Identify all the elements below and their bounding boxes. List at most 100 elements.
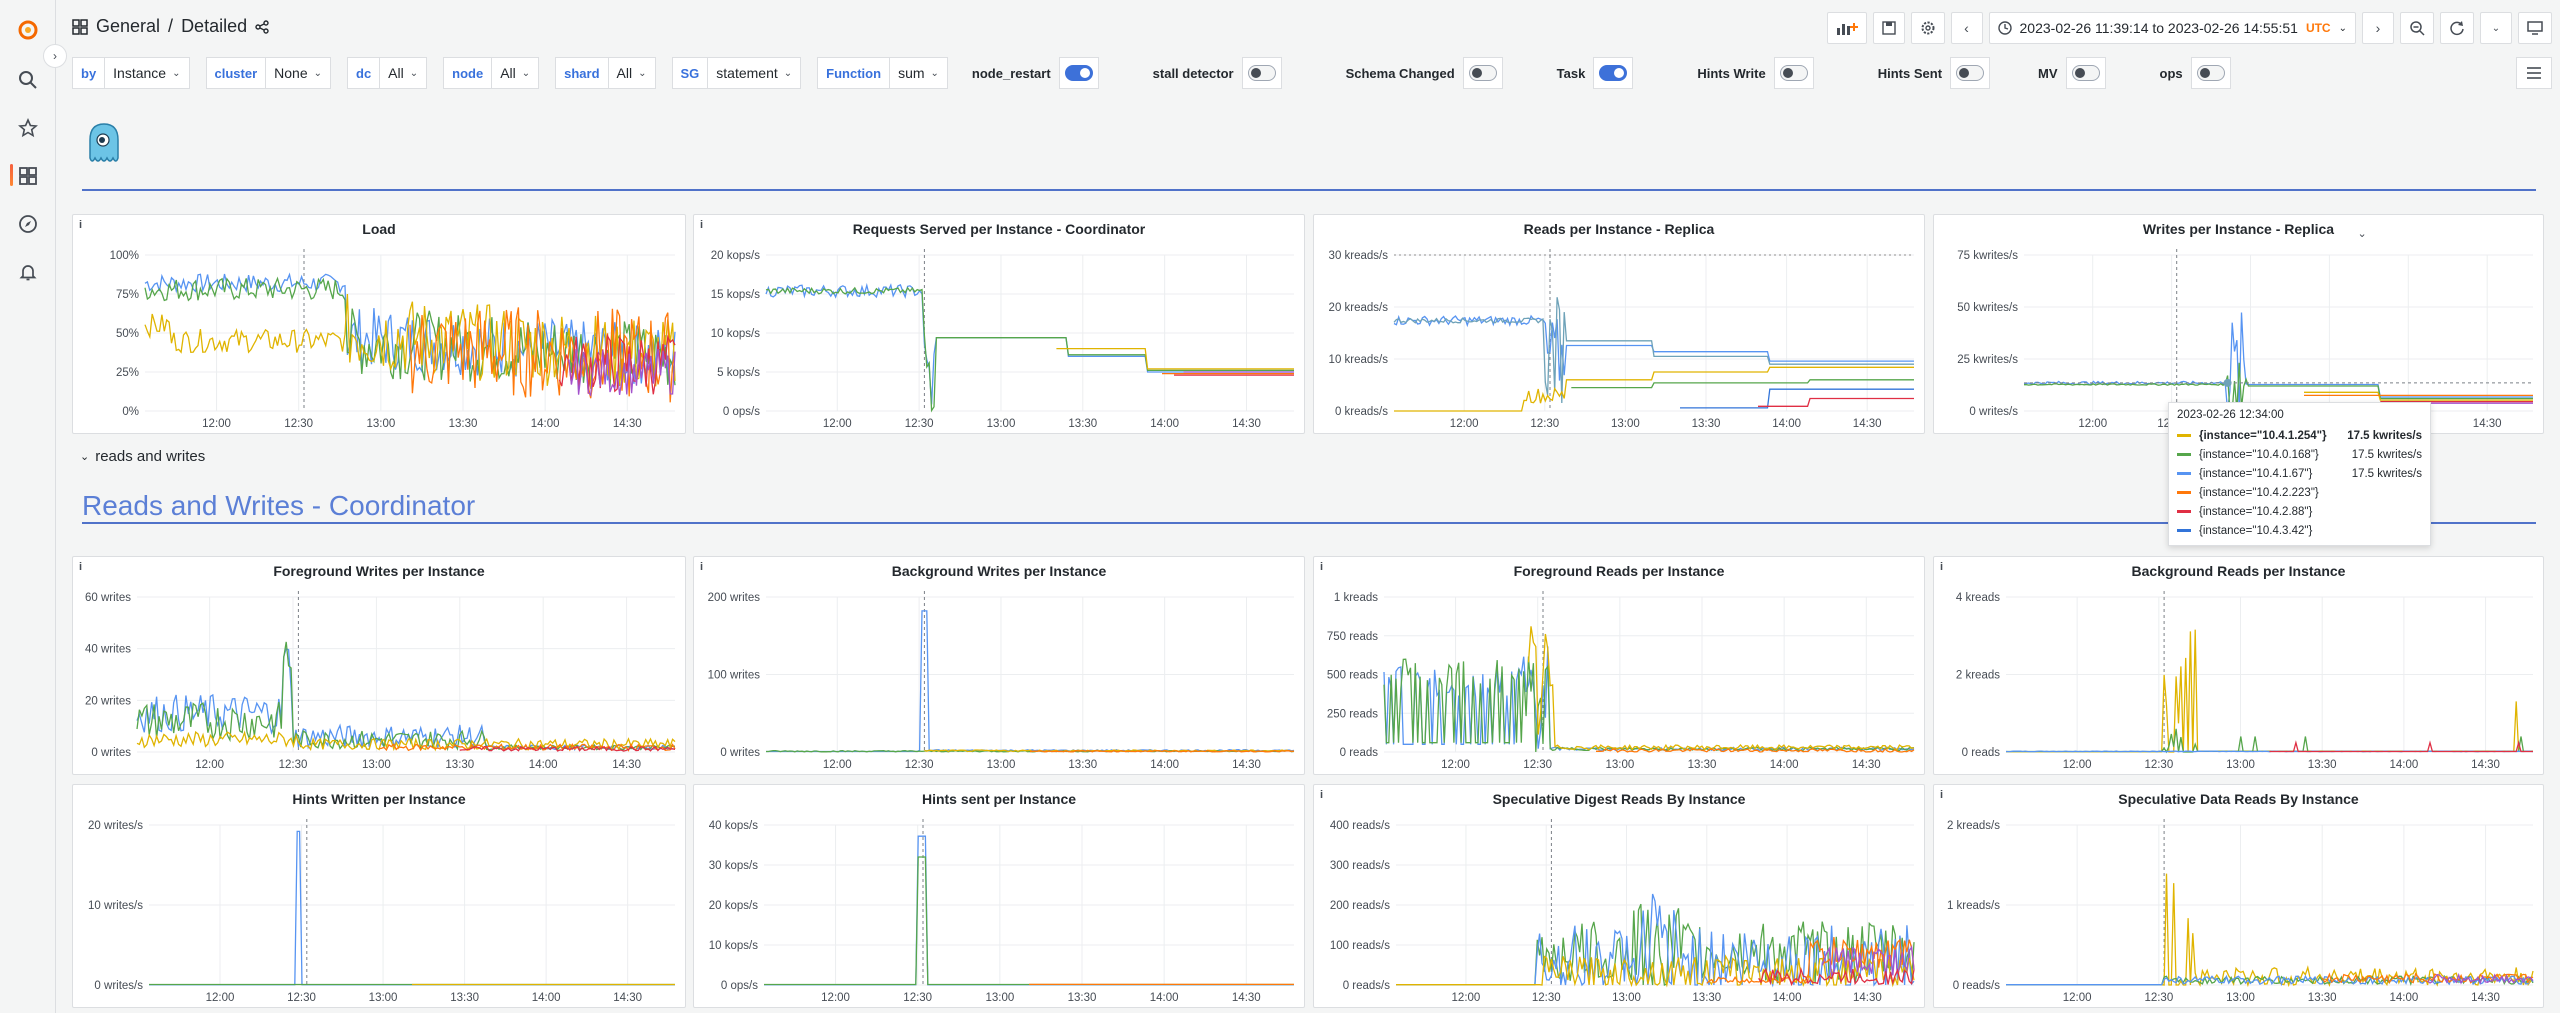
series-color-swatch [2177,491,2191,494]
x-tick-label: 13:30 [1068,992,1097,1004]
panel-graph[interactable]: 40 kops/s 30 kops/s 20 kops/s 10 kops/s 0 op… [694,785,1306,1009]
refresh-interval-dropdown[interactable]: ⌄ [2480,12,2512,44]
variable-label: cluster [205,57,266,89]
series-line [1394,366,1914,412]
variable-sg: SG statement ⌄ [671,57,802,89]
panel-title[interactable]: Background Reads per Instance [2131,563,2346,579]
y-tick-label: 0 writes [720,747,760,759]
settings-button[interactable] [1910,12,1945,44]
toggle-switch[interactable] [1779,65,1808,81]
y-tick-label: 5 kops/s [717,367,760,379]
tooltip-series-row: {instance="10.4.2.88"} [2177,502,2422,521]
share-icon[interactable] [255,19,269,34]
chevron-down-icon: ⌄ [638,67,647,79]
panel-info-icon[interactable]: i [1320,561,1324,573]
y-tick-label: 400 reads/s [1330,820,1390,832]
panel-title[interactable]: Foreground Reads per Instance [1513,563,1725,579]
variable-select[interactable]: Instance ⌄ [104,57,190,89]
panel-info-icon[interactable]: i [1940,561,1944,573]
toggle-switch[interactable] [1599,65,1628,81]
toggle-switch[interactable] [1064,65,1093,81]
variable-select[interactable]: statement ⌄ [707,57,802,89]
panel-title[interactable]: Load [362,221,396,237]
panel-graph[interactable]: 30 kreads/s 20 kreads/s 10 kreads/s 0 kread… [1314,215,1926,435]
dashboards-icon[interactable] [14,162,42,190]
panel-title[interactable]: Writes per Instance - Replica [2142,221,2335,237]
add-panel-button[interactable] [1826,12,1867,44]
x-tick-label: 12:30 [279,759,308,771]
row-header-reads-and-writes[interactable]: ⌄ reads and writes [80,448,205,465]
expand-nav-chevron-icon[interactable]: › [43,44,67,68]
active-indicator [10,164,13,186]
panel-info-icon[interactable]: i [1320,789,1324,801]
toggle-switch[interactable] [2071,65,2100,81]
panel-bg-reads[interactable]: i Background Reads per Instance 4 kreads 2 … [1933,556,2544,775]
time-shift-back-button[interactable]: ‹ [1950,12,1983,44]
panel-graph[interactable]: 2 kreads/s 1 kreads/s 0 reads/s 12:00 12:30 1… [1934,785,2545,1009]
variable-cluster: cluster None ⌄ [205,57,331,89]
starred-icon[interactable] [14,114,42,142]
time-shift-forward-button[interactable]: › [2362,12,2394,44]
toggle-switch[interactable] [1468,65,1497,81]
toggle-switch[interactable] [1247,65,1276,81]
panel-title[interactable]: Speculative Digest Reads By Instance [1492,791,1746,807]
panel-title[interactable]: Hints Written per Instance [292,791,466,807]
variable-select[interactable]: sum ⌄ [889,57,948,89]
variable-select[interactable]: All ⌄ [379,57,428,89]
tv-mode-button[interactable] [2518,12,2552,44]
variable-select[interactable]: All ⌄ [491,57,540,89]
panel-info-icon[interactable]: i [700,561,704,573]
dashboard-menu-button[interactable] [2516,57,2552,89]
panel-graph[interactable]: 60 writes 40 writes 20 writes 0 writes 12:00… [73,557,687,776]
panel-graph[interactable]: 100% 75% 50% 25% 0% 12:00 12:30 13:00 13:30 14:00… [73,215,687,435]
y-tick-label: 0 reads/s [1953,980,2001,992]
panel-info-icon[interactable]: i [700,219,704,231]
time-range-picker[interactable]: 2023-02-26 11:39:14 to 2023-02-26 14:55:… [1988,12,2356,44]
panel-title[interactable]: Reads per Instance - Replica [1523,221,1715,237]
grafana-logo-icon[interactable] [14,16,42,44]
toggle-switch[interactable] [2196,65,2225,81]
panel-req-coord[interactable]: i Requests Served per Instance - Coordina… [693,214,1305,434]
variable-select[interactable]: All ⌄ [607,57,656,89]
panel-title[interactable]: Requests Served per Instance - Coordinat… [852,221,1146,237]
panel-info-icon[interactable]: i [1940,789,1944,801]
panel-info-icon[interactable]: i [79,219,83,231]
panel-graph[interactable]: 400 reads/s 300 reads/s 200 reads/s 100 rea… [1314,785,1926,1009]
panel-load[interactable]: i Load 100% 75% 50% 25% 0% 12:00 12:30 13:00 13:30… [72,214,686,434]
panel-writes-replica[interactable]: Writes per Instance - Replica 75 kwrites/… [1933,214,2544,434]
panel-graph[interactable]: 200 writes 100 writes 0 writes 12:00 12:30 13… [694,557,1306,776]
explore-icon[interactable] [14,210,42,238]
panel-graph[interactable]: 1 kreads 750 reads 500 reads 250 reads 0 rea… [1314,557,1926,776]
breadcrumb-folder[interactable]: General [96,16,161,36]
x-tick-label: 14:00 [1150,992,1179,1004]
panel-title[interactable]: Speculative Data Reads By Instance [2118,791,2359,807]
panel-fg-reads[interactable]: i Foreground Reads per Instance 1 kreads 75… [1313,556,1925,775]
panel-bg-writes[interactable]: i Background Writes per Instance 200 write… [693,556,1305,775]
panel-fg-writes[interactable]: i Foreground Writes per Instance 60 writes… [72,556,686,775]
panel-graph[interactable]: 20 writes/s 10 writes/s 0 writes/s 12:00 12:… [73,785,687,1009]
panel-hints-written[interactable]: Hints Written per Instance 20 writes/s 10 … [72,784,686,1008]
alerting-bell-icon[interactable] [14,258,42,286]
panel-spec-digest[interactable]: i Speculative Digest Reads By Instance 400… [1313,784,1925,1008]
dashboard-title[interactable]: Detailed [181,16,248,36]
panel-info-icon[interactable]: i [79,561,83,573]
refresh-button[interactable] [2440,12,2474,44]
panel-graph[interactable]: 20 kops/s 15 kops/s 10 kops/s 5 kops/s 0 ops… [694,215,1306,435]
toggle-switch[interactable] [1956,65,1985,81]
chevron-down-icon: ⌄ [409,67,419,79]
tooltip-series-row: {instance="10.4.3.42"} [2177,521,2422,540]
save-dashboard-button[interactable] [1872,12,1905,44]
panel-hints-sent[interactable]: Hints sent per Instance 40 kops/s 30 kops/… [693,784,1305,1008]
panel-reads-replica[interactable]: Reads per Instance - Replica 30 kreads/s 2… [1313,214,1925,434]
y-tick-label: 20 writes [85,695,131,707]
x-tick-label: 12:30 [2144,759,2173,771]
panel-title[interactable]: Foreground Writes per Instance [273,563,485,579]
zoom-out-button[interactable] [2400,12,2434,44]
panel-title[interactable]: Hints sent per Instance [921,791,1077,807]
panel-title[interactable]: Background Writes per Instance [891,563,1107,579]
panel-graph[interactable]: 4 kreads 2 kreads 0 reads 12:00 12:30 13:00 13… [1934,557,2545,776]
search-icon[interactable] [14,66,42,94]
panel-spec-data[interactable]: i Speculative Data Reads By Instance 2 kre… [1933,784,2544,1008]
panel-menu-chevron-icon[interactable]: ⌄ [2358,228,2367,240]
variable-select[interactable]: None ⌄ [265,57,331,89]
